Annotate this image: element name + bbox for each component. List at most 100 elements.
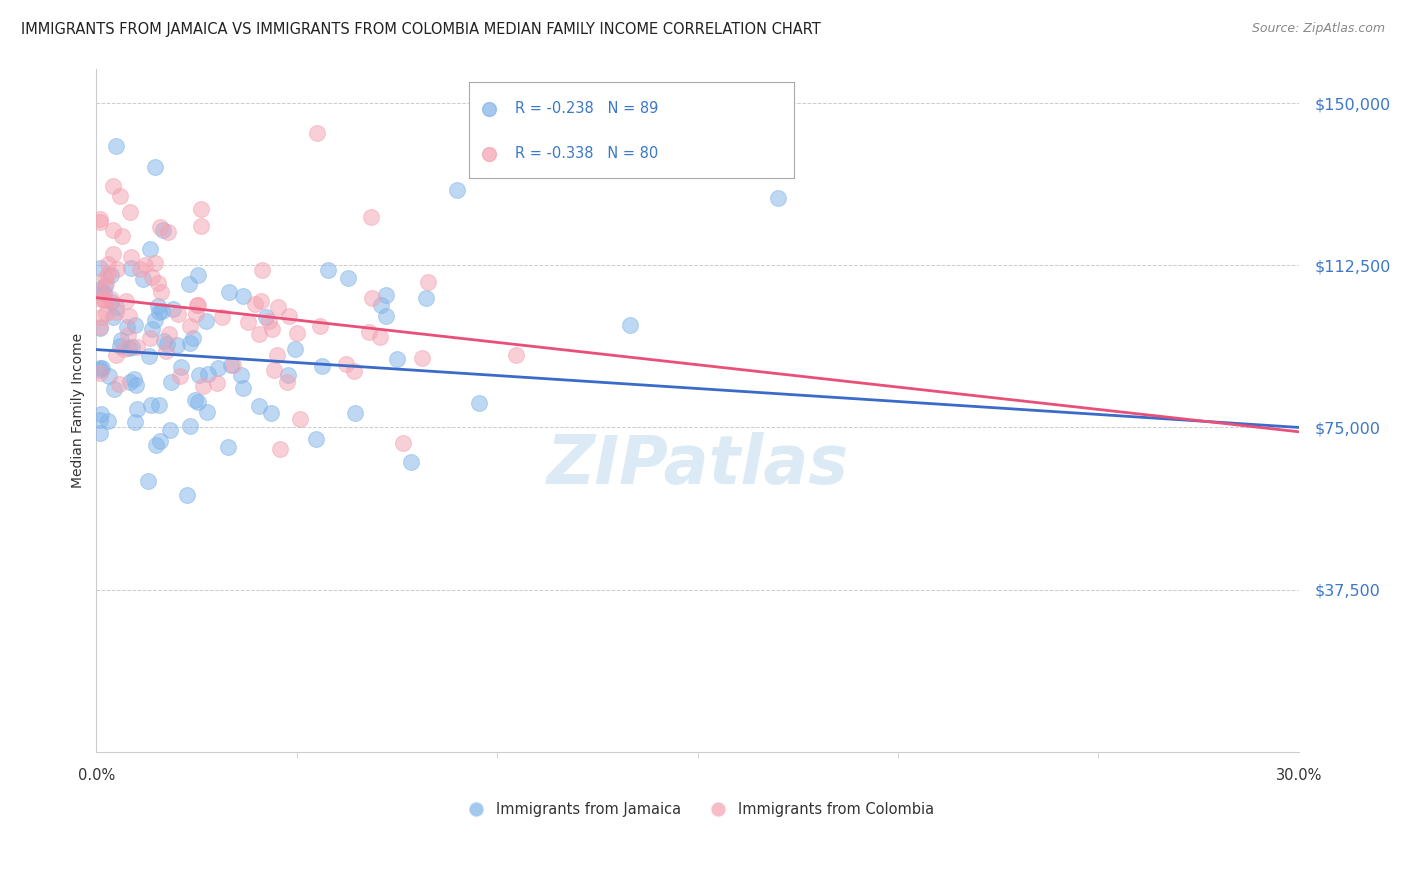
Point bbox=[148, 304, 170, 318]
Point bbox=[120, 250, 142, 264]
Point bbox=[159, 423, 181, 437]
Point bbox=[361, 291, 384, 305]
Point bbox=[93, 293, 115, 307]
Point bbox=[169, 369, 191, 384]
Point bbox=[125, 341, 148, 355]
Point bbox=[105, 139, 128, 153]
Point bbox=[231, 368, 253, 382]
Point bbox=[222, 358, 245, 372]
Point bbox=[143, 256, 166, 270]
Point bbox=[89, 366, 111, 380]
Point bbox=[94, 278, 117, 293]
Point bbox=[250, 293, 273, 308]
Point bbox=[247, 326, 270, 341]
Point bbox=[415, 291, 437, 305]
Point bbox=[141, 322, 163, 336]
Point bbox=[505, 348, 527, 362]
Point bbox=[101, 310, 124, 325]
Point bbox=[120, 261, 142, 276]
Point bbox=[309, 318, 332, 333]
Point bbox=[136, 474, 159, 488]
Point bbox=[266, 348, 288, 362]
Point bbox=[93, 293, 115, 307]
Point bbox=[267, 300, 290, 314]
Y-axis label: Median Family Income: Median Family Income bbox=[72, 333, 86, 488]
Point bbox=[89, 321, 111, 335]
Point bbox=[114, 293, 136, 308]
Point bbox=[159, 375, 181, 389]
Point bbox=[145, 160, 167, 174]
Point bbox=[368, 330, 391, 344]
Point bbox=[290, 412, 312, 426]
Point bbox=[110, 188, 132, 202]
Point bbox=[179, 318, 201, 333]
Point bbox=[124, 318, 146, 333]
Point bbox=[94, 306, 117, 320]
Point bbox=[101, 247, 124, 261]
Point bbox=[150, 303, 173, 318]
Point bbox=[90, 310, 112, 324]
Point bbox=[360, 210, 382, 224]
Point bbox=[411, 351, 433, 366]
Point bbox=[243, 296, 266, 310]
Point bbox=[132, 272, 155, 286]
Point bbox=[149, 434, 172, 449]
Point bbox=[247, 399, 270, 413]
Point bbox=[385, 351, 408, 366]
Point bbox=[166, 307, 188, 321]
Point bbox=[89, 215, 111, 229]
Point bbox=[112, 343, 135, 357]
Point bbox=[343, 406, 366, 420]
Point bbox=[155, 344, 177, 359]
Point bbox=[104, 304, 127, 318]
Point bbox=[269, 442, 291, 457]
Point bbox=[139, 331, 162, 345]
Point bbox=[97, 414, 120, 428]
Point bbox=[162, 301, 184, 316]
Point bbox=[278, 310, 301, 324]
Point bbox=[190, 219, 212, 233]
Point bbox=[139, 398, 162, 412]
Point bbox=[195, 314, 218, 328]
Point bbox=[221, 359, 243, 373]
Point bbox=[391, 436, 413, 450]
Point bbox=[107, 261, 129, 276]
Point bbox=[166, 338, 188, 352]
Point bbox=[197, 367, 219, 381]
Point bbox=[94, 271, 117, 285]
Point bbox=[305, 432, 328, 446]
Point bbox=[90, 293, 112, 307]
Point bbox=[285, 326, 308, 340]
Point bbox=[766, 191, 789, 205]
Point bbox=[108, 339, 131, 353]
Point bbox=[446, 183, 468, 197]
Point bbox=[183, 392, 205, 407]
Point bbox=[150, 285, 173, 299]
Point bbox=[122, 372, 145, 386]
Point bbox=[254, 310, 277, 324]
Point bbox=[187, 395, 209, 409]
Point bbox=[100, 293, 122, 307]
Legend: Immigrants from Jamaica, Immigrants from Colombia: Immigrants from Jamaica, Immigrants from… bbox=[456, 797, 939, 823]
Point bbox=[176, 488, 198, 502]
Point bbox=[619, 318, 641, 332]
Point bbox=[205, 376, 228, 391]
Point bbox=[232, 288, 254, 302]
Point bbox=[97, 369, 120, 384]
Point bbox=[89, 284, 111, 298]
Point bbox=[104, 301, 127, 315]
Point bbox=[118, 205, 141, 219]
Point bbox=[89, 363, 111, 377]
Point bbox=[89, 212, 111, 227]
Point bbox=[188, 368, 211, 382]
Point bbox=[335, 357, 357, 371]
Point bbox=[143, 313, 166, 327]
Point bbox=[118, 341, 141, 355]
Point bbox=[89, 413, 111, 427]
Point bbox=[179, 335, 201, 350]
Point bbox=[179, 419, 201, 434]
Point bbox=[118, 310, 141, 324]
Point bbox=[115, 320, 138, 334]
Point bbox=[336, 271, 359, 285]
Point bbox=[111, 228, 134, 243]
